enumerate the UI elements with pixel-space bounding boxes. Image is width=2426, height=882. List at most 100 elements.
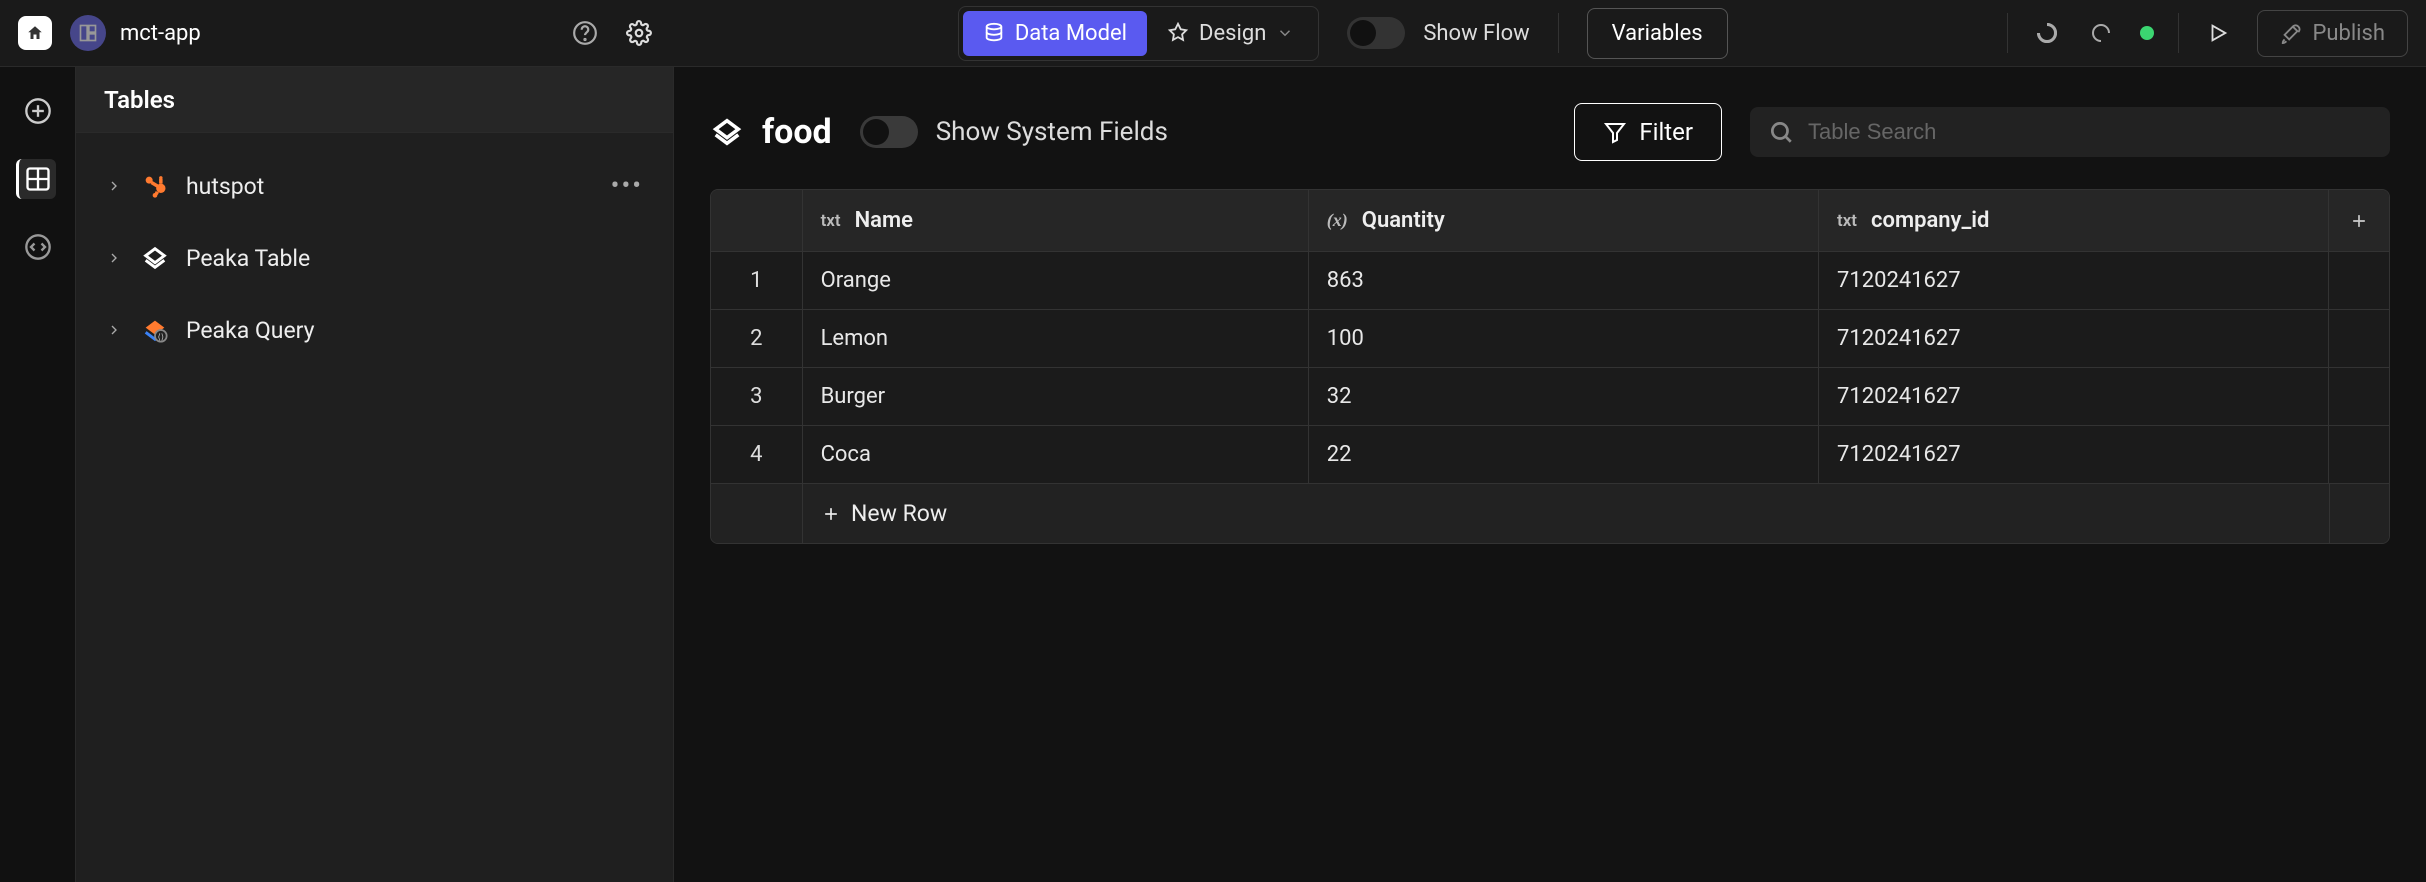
row-index: 1 (711, 252, 803, 309)
separator (2007, 13, 2008, 53)
mode-switcher: Data Model Design (958, 6, 1320, 61)
row-spacer (2329, 368, 2389, 425)
col-label: company_id (1871, 208, 1989, 233)
cell-name[interactable]: Orange (803, 252, 1309, 309)
data-model-icon (983, 22, 1005, 44)
col-label: Quantity (1362, 208, 1445, 233)
cell-quantity[interactable]: 22 (1309, 426, 1819, 483)
row-index: 2 (711, 310, 803, 367)
data-model-label: Data Model (1015, 21, 1127, 46)
variables-button[interactable]: Variables (1587, 8, 1728, 59)
rocket-icon (2280, 22, 2302, 44)
cell-company-id[interactable]: 7120241627 (1819, 426, 2329, 483)
gear-icon (626, 20, 652, 46)
cell-quantity[interactable]: 32 (1309, 368, 1819, 425)
tree-item-label: Peaka Table (186, 245, 310, 272)
row-spacer (2329, 252, 2389, 309)
run-button[interactable] (2203, 18, 2233, 48)
cell-name[interactable]: Lemon (803, 310, 1309, 367)
chevron-down-icon (1276, 24, 1294, 42)
rail-add[interactable] (18, 91, 58, 131)
peaka-icon (710, 115, 744, 149)
undo-button[interactable] (2032, 18, 2062, 48)
cell-company-id[interactable]: 7120241627 (1819, 368, 2329, 425)
left-rail (0, 67, 76, 882)
table-row[interactable]: 1 Orange 863 7120241627 (711, 252, 2389, 310)
cell-company-id[interactable]: 7120241627 (1819, 252, 2329, 309)
app-name: mct-app (120, 21, 201, 46)
help-button[interactable] (570, 18, 600, 48)
filter-icon (1603, 120, 1627, 144)
cell-name[interactable]: Burger (803, 368, 1309, 425)
cell-quantity[interactable]: 100 (1309, 310, 1819, 367)
separator (1558, 13, 1559, 53)
grid-header: txt Name (x) Quantity txt company_id (711, 190, 2389, 252)
tree-item-label: Peaka Query (186, 317, 315, 344)
cell-quantity[interactable]: 863 (1309, 252, 1819, 309)
topbar: mct-app Data Model Design (0, 0, 2426, 67)
col-label: Name (855, 208, 913, 233)
search-icon (1768, 119, 1794, 145)
add-column-button[interactable] (2329, 190, 2389, 251)
redo-button[interactable] (2086, 18, 2116, 48)
tree-item-hutspot[interactable]: hutspot ••• (94, 157, 655, 215)
cell-company-id[interactable]: 7120241627 (1819, 310, 2329, 367)
table-row[interactable]: 2 Lemon 100 7120241627 (711, 310, 2389, 368)
header-name[interactable]: txt Name (803, 190, 1309, 251)
chevron-right-icon (106, 178, 124, 194)
show-flow-label: Show Flow (1423, 21, 1529, 46)
app-switcher[interactable]: mct-app (70, 15, 201, 51)
filter-label: Filter (1639, 118, 1693, 146)
rail-tables[interactable] (16, 159, 56, 199)
play-icon (2207, 22, 2229, 44)
type-txt-icon: txt (1837, 211, 1857, 231)
plus-circle-icon (24, 97, 52, 125)
cell-name[interactable]: Coca (803, 426, 1309, 483)
header-quantity[interactable]: (x) Quantity (1309, 190, 1819, 251)
hubspot-icon (140, 171, 170, 201)
tree-item-peaka-table[interactable]: Peaka Table (94, 229, 655, 287)
settings-button[interactable] (624, 18, 654, 48)
show-system-fields-toggle[interactable] (860, 116, 918, 148)
design-icon (1167, 22, 1189, 44)
tables-icon (24, 165, 52, 193)
publish-label: Publish (2312, 21, 2385, 46)
show-system-fields-label: Show System Fields (936, 117, 1168, 147)
redo-icon (2089, 21, 2113, 45)
table-row[interactable]: 3 Burger 32 7120241627 (711, 368, 2389, 426)
row-spacer (2329, 310, 2389, 367)
table-title: food (710, 112, 832, 152)
row-spacer (2329, 484, 2389, 543)
design-label: Design (1199, 21, 1266, 46)
header-company-id[interactable]: txt company_id (1819, 190, 2329, 251)
tree-item-peaka-query[interactable]: ⟨⟩ Peaka Query (94, 301, 655, 359)
data-grid: txt Name (x) Quantity txt company_id 1 Oran… (710, 189, 2390, 544)
type-fx-icon: (x) (1327, 210, 1348, 231)
home-icon (26, 24, 44, 42)
publish-button[interactable]: Publish (2257, 10, 2408, 57)
home-button[interactable] (18, 16, 52, 50)
table-name: food (762, 112, 832, 152)
table-search[interactable] (1750, 107, 2390, 157)
help-icon (572, 20, 598, 46)
show-flow-toggle[interactable] (1347, 17, 1405, 49)
tree-item-label: hutspot (186, 173, 264, 200)
main-content: food Show System Fields Filter (674, 67, 2426, 882)
type-txt-icon: txt (821, 211, 841, 231)
peaka-query-icon: ⟨⟩ (140, 315, 170, 345)
plus-icon (821, 504, 841, 524)
code-icon (24, 233, 52, 261)
peaka-icon (140, 243, 170, 273)
rail-code[interactable] (18, 227, 58, 267)
search-input[interactable] (1808, 119, 2372, 145)
data-model-tab[interactable]: Data Model (963, 11, 1147, 56)
table-row[interactable]: 4 Coca 22 7120241627 (711, 426, 2389, 484)
filter-button[interactable]: Filter (1574, 103, 1722, 161)
plus-icon (2349, 211, 2369, 231)
svg-text:⟨⟩: ⟨⟩ (158, 331, 164, 341)
design-tab[interactable]: Design (1147, 11, 1314, 56)
new-row-button[interactable]: New Row (711, 484, 2389, 543)
sidebar-title: Tables (76, 67, 673, 133)
more-button[interactable]: ••• (611, 171, 643, 201)
separator (2178, 13, 2179, 53)
